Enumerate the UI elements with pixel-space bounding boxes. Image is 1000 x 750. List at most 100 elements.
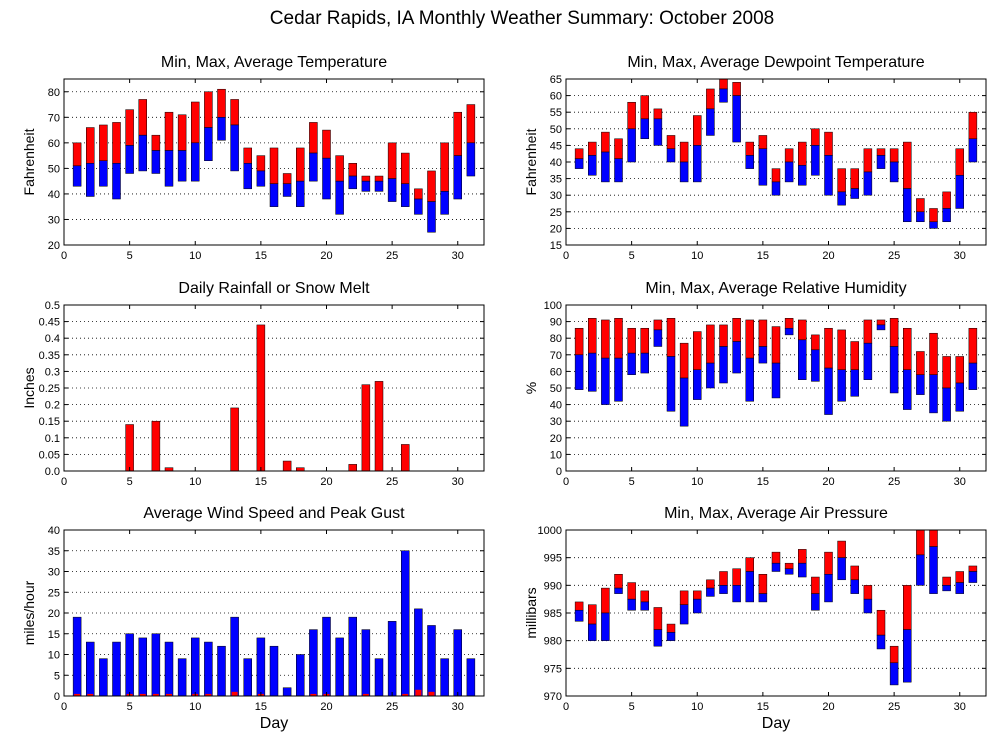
humidity-bar-lower <box>942 387 951 422</box>
temp-bar-upper <box>243 147 252 164</box>
humidity-bar-upper <box>863 319 873 344</box>
humidity-bar-upper <box>588 318 597 354</box>
dewpoint-bar-upper <box>824 131 833 156</box>
temp-bar-lower <box>282 183 292 197</box>
humidity-ytick-label: 70 <box>550 350 562 362</box>
temp-bar-upper <box>374 175 384 182</box>
pressure-bar-upper <box>666 623 676 633</box>
humidity-bar-lower <box>627 352 636 375</box>
temp-bar-lower <box>335 180 344 215</box>
pressure-bar-lower <box>968 571 978 583</box>
temp-bar-lower <box>387 178 397 202</box>
temp-bar-lower <box>361 180 371 192</box>
temp-title: Min, Max, Average Temperature <box>161 54 387 71</box>
pressure-bar-lower <box>798 562 807 578</box>
humidity-bar-lower <box>850 369 859 397</box>
temp-xtick-label: 10 <box>189 250 201 262</box>
temp-bar-lower <box>374 180 384 192</box>
temp-bar-lower <box>164 150 174 187</box>
dewpoint-ytick-label: 65 <box>550 74 562 86</box>
pressure-bar-lower <box>574 609 584 622</box>
pressure-xtick-label: 15 <box>757 701 769 713</box>
rain-ytick-label: 0.0 <box>45 466 60 478</box>
pressure-bar-lower <box>903 629 912 683</box>
dewpoint-bar-lower <box>614 158 623 183</box>
wind-xtick-label: 15 <box>255 701 267 713</box>
dewpoint-bar-upper <box>876 148 886 156</box>
dewpoint-bar-lower <box>758 148 768 186</box>
wind-bar-peak <box>151 633 161 697</box>
dewpoint-bar-upper <box>955 148 964 176</box>
wind-bar-peak <box>204 641 213 697</box>
pressure-title: Min, Max, Average Air Pressure <box>664 505 888 522</box>
dewpoint-xtick-label: 30 <box>954 250 966 262</box>
humidity-bar-upper <box>798 319 807 341</box>
wind-bar-avg <box>362 693 369 696</box>
dewpoint-xtick-label: 15 <box>757 250 769 262</box>
pressure-bar-upper <box>693 590 702 600</box>
pressure-bar-lower <box>601 612 610 641</box>
dewpoint-ytick-label: 40 <box>550 157 562 169</box>
wind-ytick-label: 25 <box>48 587 60 599</box>
temp-bar-lower <box>440 191 449 215</box>
temp-bar-lower <box>230 124 239 172</box>
humidity-ytick-label: 30 <box>550 416 562 428</box>
pressure-ytick-label: 980 <box>544 636 562 648</box>
wind-bar-avg <box>231 691 238 696</box>
dewpoint-bar-lower <box>627 128 636 163</box>
wind-bar-peak <box>309 629 318 697</box>
wind-ytick-label: 0 <box>54 691 60 703</box>
temp-bar-upper <box>427 170 436 202</box>
figure-title: Cedar Rapids, IA Monthly Weather Summary… <box>270 8 774 29</box>
pressure-ytick-label: 970 <box>544 691 562 703</box>
rain-ytick-label: 0.1 <box>45 433 60 445</box>
humidity-bar-upper <box>706 324 715 364</box>
humidity-bar-lower <box>574 354 584 390</box>
dewpoint-bar-lower <box>666 148 676 163</box>
dewpoint-bar-lower <box>706 108 715 136</box>
temp-bar-lower <box>256 170 266 187</box>
temp-panel: Min, Max, Average Temperature20304050607… <box>21 54 485 262</box>
wind-bar-peak <box>401 550 410 697</box>
dewpoint-bar-upper <box>784 148 794 163</box>
pressure-xtick-label: 0 <box>563 701 569 713</box>
dewpoint-bar-lower <box>771 181 781 196</box>
temp-bar-upper <box>309 122 318 154</box>
dewpoint-bar-lower <box>863 171 873 196</box>
dewpoint-bar-upper <box>706 88 715 110</box>
pressure-bar-lower <box>824 574 833 603</box>
humidity-ytick-label: 60 <box>550 366 562 378</box>
rain-title: Daily Rainfall or Snow Melt <box>178 280 370 297</box>
rain-ytick-label: 0.05 <box>39 449 60 461</box>
wind-bar-avg <box>87 693 94 696</box>
wind-bar-peak <box>296 654 305 697</box>
temp-bar-lower <box>99 160 108 187</box>
dewpoint-bar-lower <box>574 158 584 169</box>
dewpoint-xtick-label: 20 <box>822 250 834 262</box>
temp-bar-lower <box>453 155 462 200</box>
humidity-xtick-label: 25 <box>888 476 900 488</box>
humidity-bar-upper <box>679 342 689 379</box>
dewpoint-bar-lower <box>601 151 610 183</box>
humidity-title: Min, Max, Average Relative Humidity <box>645 280 906 297</box>
pressure-bar-lower <box>627 598 636 611</box>
humidity-bar-lower <box>929 374 938 414</box>
dewpoint-ytick-label: 35 <box>550 174 562 186</box>
temp-bar-upper <box>177 114 187 151</box>
humidity-ytick-label: 0 <box>556 466 562 478</box>
wind-bar-peak <box>374 658 384 697</box>
pressure-bar-upper <box>824 551 833 575</box>
dewpoint-bar-upper <box>863 148 873 173</box>
temp-bar-upper <box>230 99 239 126</box>
dewpoint-bar-lower <box>968 138 978 163</box>
dewpoint-bar-lower <box>784 161 794 183</box>
dewpoint-ytick-label: 15 <box>550 240 562 252</box>
humidity-xtick-label: 10 <box>691 476 703 488</box>
wind-bar-peak <box>282 687 292 697</box>
wind-bar-peak <box>138 637 147 697</box>
rain-bar <box>401 444 410 472</box>
humidity-bar-lower <box>916 374 925 395</box>
temp-xtick-label: 30 <box>452 250 464 262</box>
wind-bar-peak <box>86 641 95 697</box>
pressure-bar-lower <box>640 601 649 611</box>
